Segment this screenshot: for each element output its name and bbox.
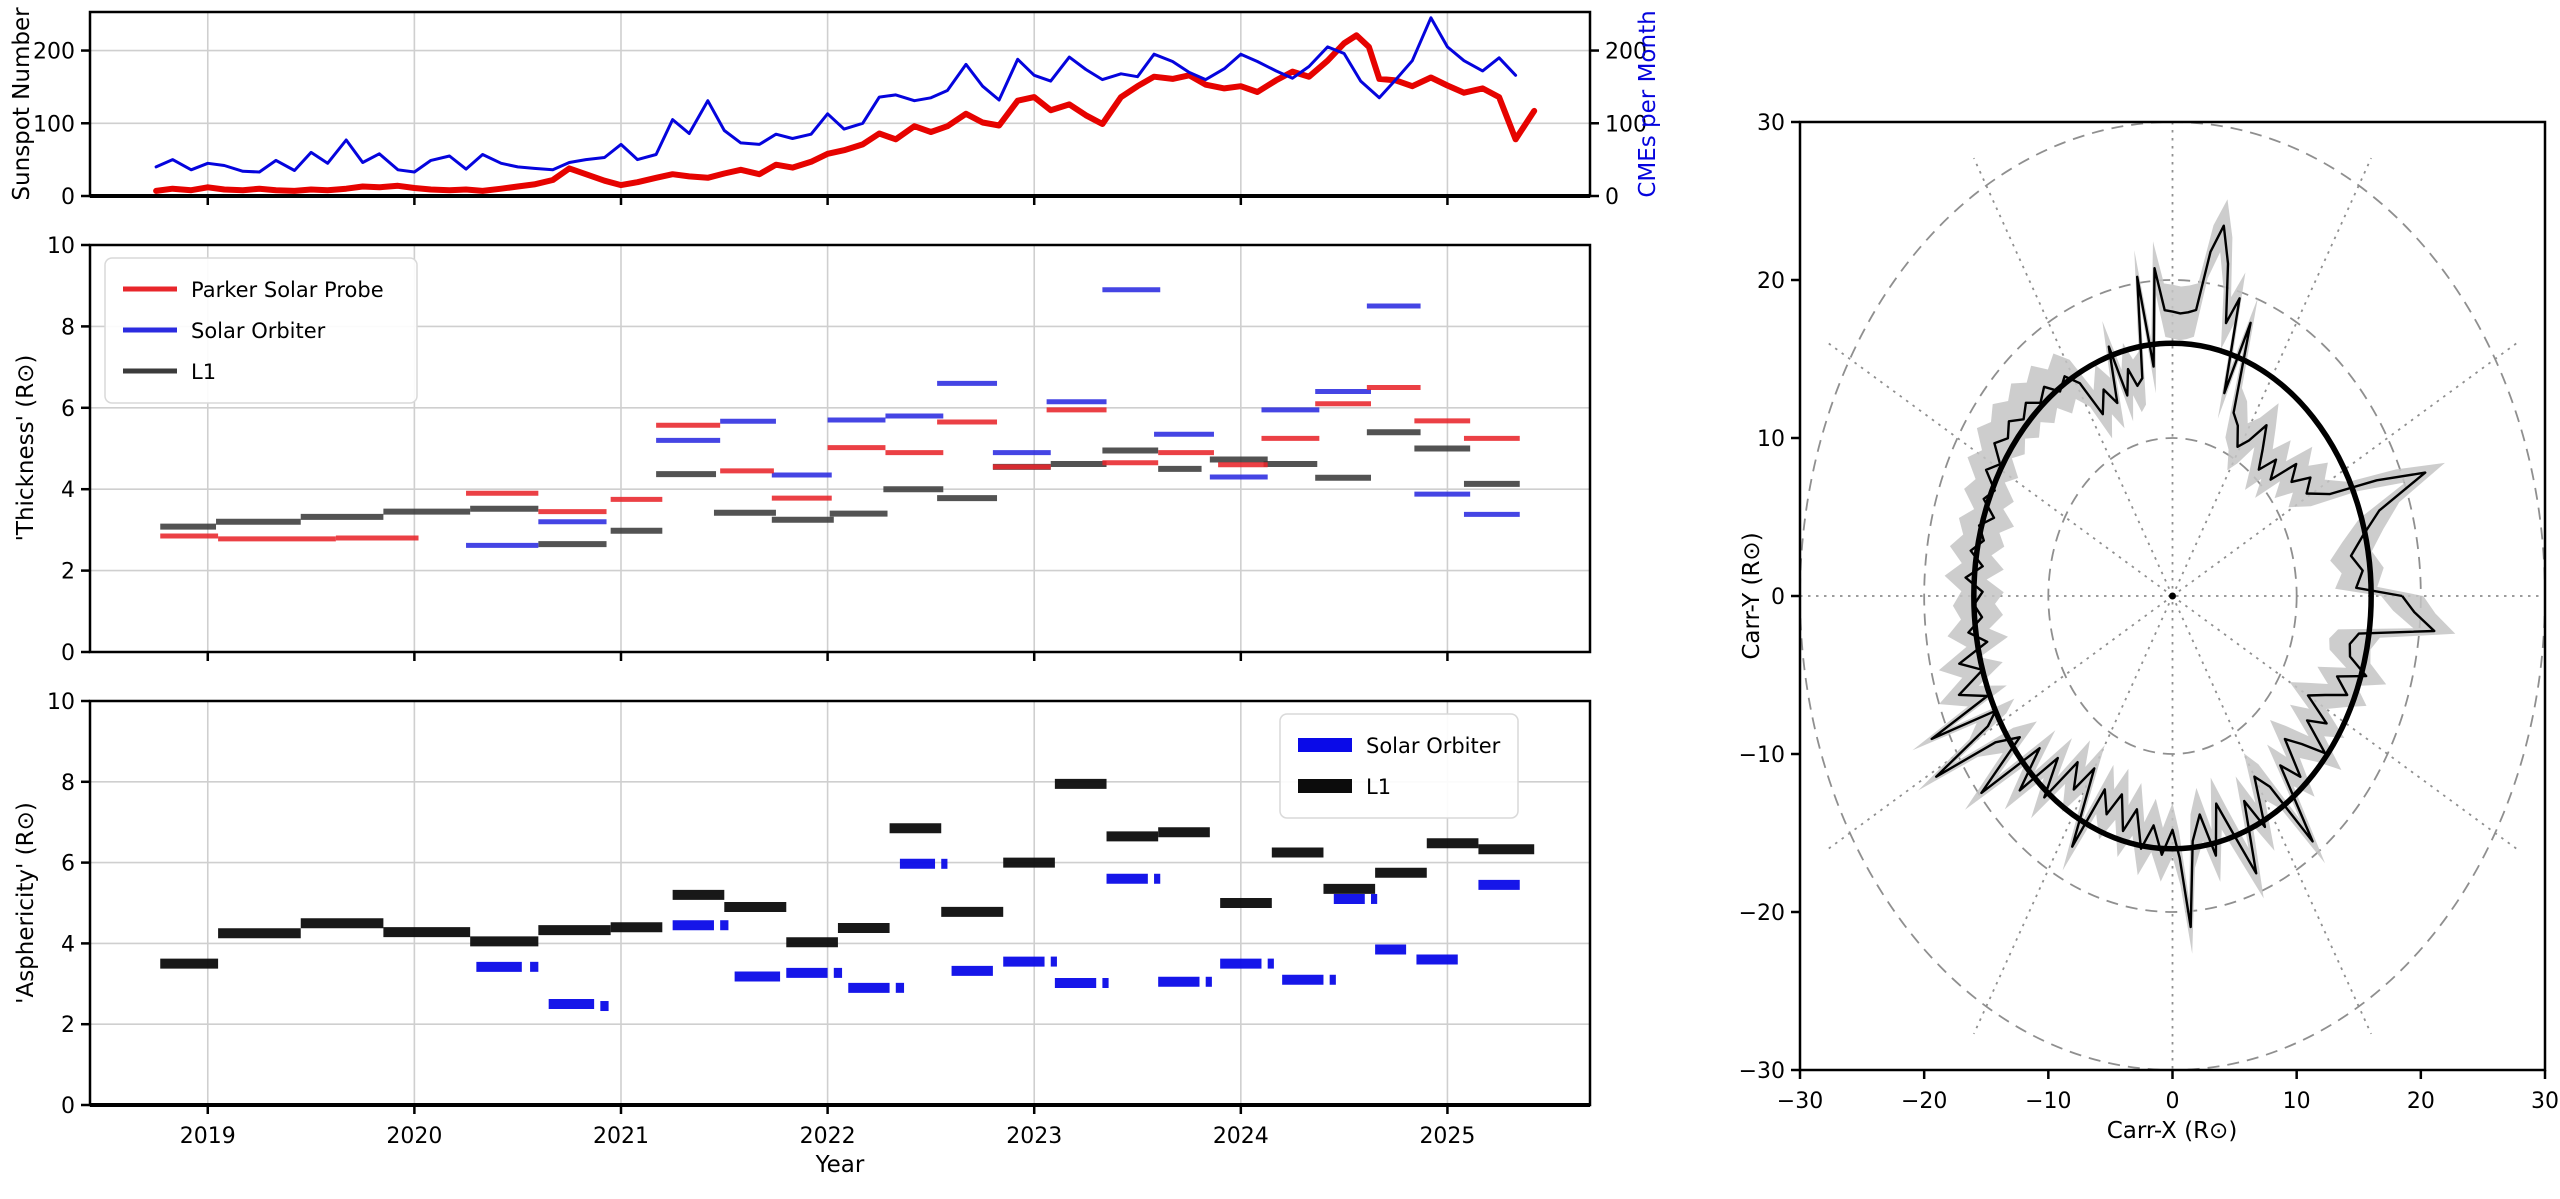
y-tick-label: −20 <box>1739 901 1785 926</box>
ylabel-sunspot-number: Sunspot Number <box>9 7 35 201</box>
y-tick-label: 2 <box>61 560 75 585</box>
x-tick-label: −20 <box>1901 1089 1947 1114</box>
series-cmes-per-month <box>154 16 1518 174</box>
y-tick-label: −10 <box>1739 743 1785 768</box>
ylabel-thickness: 'Thickness' (R⊙) <box>13 355 39 542</box>
center-marker <box>2169 592 2176 600</box>
panel-cme-front-polar: −30 −20 −10 0 10 20 30 −30 −20 −10 0 10 20 30 <box>1739 111 2559 1114</box>
y-tick-label-right: 100 <box>1605 112 1647 137</box>
x-tick-label: 2025 <box>1419 1124 1475 1149</box>
legend-label: Solar Orbiter <box>1366 734 1501 758</box>
grid-circle <box>2047 437 2298 755</box>
legend-box <box>1279 713 1519 819</box>
x-tick-label: 2019 <box>180 1124 236 1149</box>
xlabel-carr-x: Carr-X (R⊙) <box>2107 1118 2238 1144</box>
y-tick-label: 100 <box>33 112 75 137</box>
panel-solar-activity: 0 100 200 0 100 200 <box>33 10 1647 210</box>
legend-label: L1 <box>191 360 216 384</box>
y-tick-label: 0 <box>61 185 75 210</box>
axes-frame <box>88 699 1592 1107</box>
x-tick-label: 0 <box>2166 1089 2180 1114</box>
legend-swatch <box>1298 779 1352 793</box>
polar-inner <box>1800 122 2545 1070</box>
y-tick-label: 2 <box>61 1013 75 1038</box>
y-tick-label: 4 <box>61 478 75 503</box>
cme-front-line <box>1930 224 2436 929</box>
x-tick-label: 20 <box>2407 1089 2435 1114</box>
axes-frame <box>88 243 1592 654</box>
y-tick-label: 10 <box>47 234 75 259</box>
legend-swatch <box>1298 738 1352 752</box>
y-tick-label: 4 <box>61 932 75 957</box>
y-tick-label: 8 <box>61 771 75 796</box>
x-tick-label: −10 <box>2025 1089 2071 1114</box>
y-tick-label: 0 <box>61 641 75 666</box>
legend-label: L1 <box>1366 775 1391 799</box>
reference-circle <box>1971 340 2374 852</box>
ylabel-cmes-per-month: CMEs per Month <box>1635 10 1661 197</box>
y-tick-label: 6 <box>61 397 75 422</box>
x-tick-label: 2023 <box>1006 1124 1062 1149</box>
x-tick-label: 10 <box>2283 1089 2311 1114</box>
x-tick-label: −30 <box>1777 1089 1823 1114</box>
y-tick-label: 6 <box>61 852 75 877</box>
x-tick-label: 2021 <box>593 1124 649 1149</box>
ylabel-asphericity: 'Asphericity' (R⊙) <box>13 802 39 1004</box>
y-tick-label-right: 200 <box>1605 40 1647 65</box>
legend-box <box>104 257 418 404</box>
series-sunspot-number <box>153 32 1538 194</box>
panel-asphericity: 2019 2020 2021 2022 2023 2024 2025 0 2 4 6 8 10 Solar… <box>47 690 1592 1149</box>
y-tick-label: 0 <box>61 1094 75 1119</box>
y-tick-label: 0 <box>1771 585 1785 610</box>
axes-frame <box>88 10 1592 198</box>
xlabel-year: Year <box>815 1152 865 1178</box>
x-tick-label: 2022 <box>800 1124 856 1149</box>
x-tick-label: 2024 <box>1213 1124 1269 1149</box>
y-tick-label: 30 <box>1757 111 1785 136</box>
y-tick-label: 20 <box>1757 269 1785 294</box>
y-tick-label: 10 <box>47 690 75 715</box>
y-tick-label: 200 <box>33 40 75 65</box>
y-tick-label-right: 0 <box>1605 185 1619 210</box>
x-tick-label: 2020 <box>386 1124 442 1149</box>
panel-thickness: 0 2 4 6 8 10 Parker Solar Probe Solar Orbiter L1 <box>47 234 1592 666</box>
legend-label: Solar Orbiter <box>191 319 326 343</box>
legend-label: Parker Solar Probe <box>191 278 384 302</box>
y-tick-label: −30 <box>1739 1059 1785 1084</box>
x-tick-label: 30 <box>2531 1089 2559 1114</box>
y-tick-label: 8 <box>61 315 75 340</box>
ylabel-carr-y: Carr-Y (R⊙) <box>1739 532 1765 659</box>
y-tick-label: 10 <box>1757 427 1785 452</box>
